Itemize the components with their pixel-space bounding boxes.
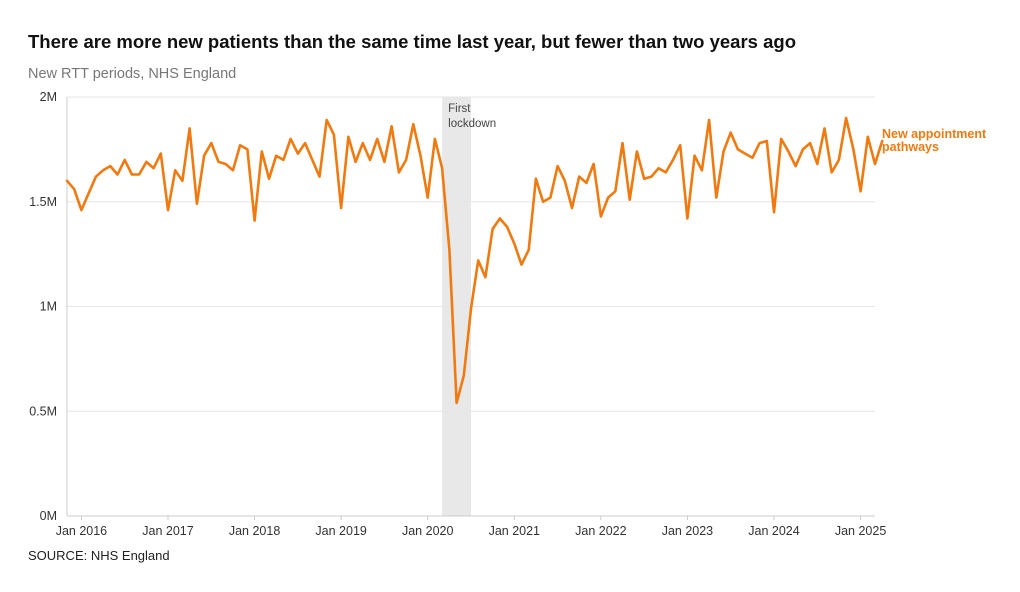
source-note: SOURCE: NHS England xyxy=(28,548,170,563)
series-label: pathways xyxy=(882,140,939,154)
lockdown-label: lockdown xyxy=(448,118,496,130)
y-tick-label: 2M xyxy=(40,90,57,104)
y-tick-label: 1.5M xyxy=(29,195,57,209)
x-tick-label: Jan 2022 xyxy=(575,524,626,538)
y-tick-label: 0M xyxy=(40,509,57,523)
x-tick-label: Jan 2023 xyxy=(662,524,713,538)
x-tick-label: Jan 2019 xyxy=(315,524,366,538)
chart-title: There are more new patients than the sam… xyxy=(28,31,796,52)
lockdown-label: First xyxy=(448,103,471,115)
x-tick-label: Jan 2024 xyxy=(748,524,799,538)
y-tick-label: 1M xyxy=(40,300,57,314)
x-tick-label: Jan 2025 xyxy=(835,524,886,538)
x-tick-label: Jan 2017 xyxy=(142,524,193,538)
x-tick-label: Jan 2018 xyxy=(229,524,280,538)
series-label: New appointment xyxy=(882,127,987,141)
chart-subtitle: New RTT periods, NHS England xyxy=(28,66,237,82)
series-line xyxy=(65,116,884,405)
y-tick-label: 0.5M xyxy=(29,404,57,418)
x-tick-label: Jan 2020 xyxy=(402,524,453,538)
x-tick-label: Jan 2021 xyxy=(489,524,540,538)
x-tick-label: Jan 2016 xyxy=(56,524,107,538)
